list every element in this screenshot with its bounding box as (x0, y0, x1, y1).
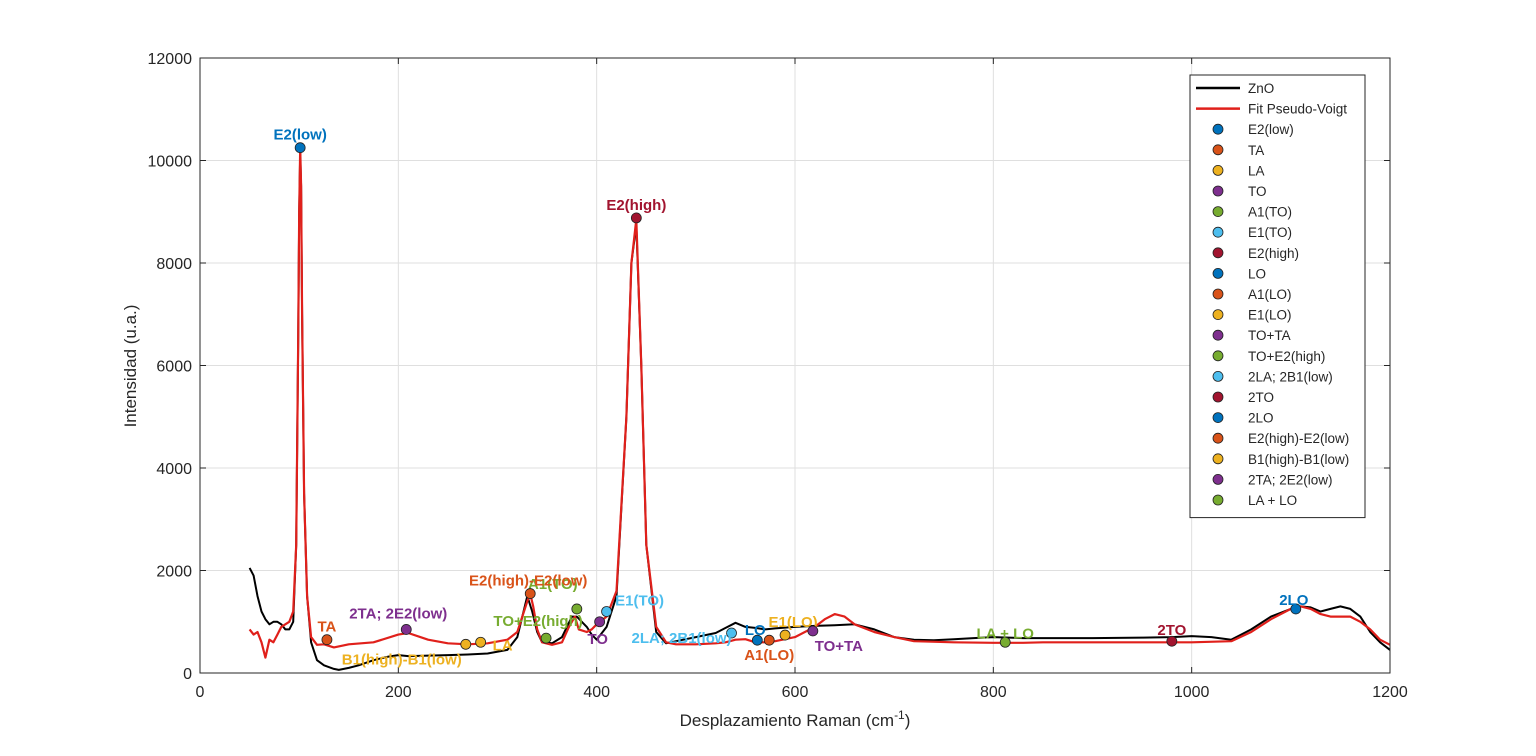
x-tick-label: 1200 (1372, 684, 1408, 701)
peak-label: TO+E2(high) (493, 613, 582, 630)
legend-entry: A1(TO) (1248, 205, 1292, 220)
x-axis-label: Desplazamiento Raman (cm-1) (680, 708, 911, 730)
peak-label: LA (493, 637, 513, 654)
y-tick-label: 12000 (148, 51, 193, 68)
y-tick-label: 6000 (156, 359, 192, 376)
peak-marker (540, 632, 552, 644)
peak-marker (999, 636, 1011, 648)
legend-entry: 2TO (1248, 390, 1274, 405)
legend-entry: E1(LO) (1248, 308, 1292, 323)
legend-entry: 2TA; 2E2(low) (1248, 472, 1333, 487)
legend-marker-swatch (1212, 144, 1224, 156)
legend-marker-swatch (1212, 164, 1224, 176)
peak-label: 2TA; 2E2(low) (349, 605, 447, 622)
peak-marker (726, 627, 737, 639)
peak-label: TO (587, 631, 608, 648)
peak-label: A1(LO) (744, 647, 794, 664)
legend-marker-swatch (1212, 329, 1224, 341)
x-tick-label: 200 (385, 684, 412, 701)
peak-label: TA (317, 619, 336, 636)
peak-marker (571, 603, 583, 615)
y-axis-label: Intensidad (u.a.) (121, 305, 140, 428)
peak-label: 2TO (1157, 622, 1186, 639)
peak-label: E2(high) (606, 197, 666, 214)
legend-entry: LO (1248, 266, 1266, 281)
x-tick-label: 1000 (1174, 684, 1210, 701)
legend-marker-swatch (1212, 453, 1224, 465)
y-tick-label: 4000 (156, 461, 192, 478)
x-tick-label: 0 (196, 684, 205, 701)
peak-label: 2LA; 2B1(low) (632, 630, 732, 647)
y-tick-label: 2000 (156, 564, 192, 581)
legend-entry: LA (1248, 163, 1265, 178)
x-tick-label: 400 (583, 684, 610, 701)
peak-marker (594, 616, 606, 628)
legend-marker-swatch (1212, 247, 1224, 259)
peak-label: LO (745, 622, 766, 639)
y-tick-label: 10000 (148, 154, 193, 171)
legend-entry: Fit Pseudo-Voigt (1248, 102, 1347, 117)
plot-frame (199, 57, 1391, 674)
legend-marker-swatch (1212, 226, 1224, 238)
peak-label: 2LO (1279, 592, 1309, 609)
legend-entry: A1(LO) (1248, 287, 1292, 302)
legend-marker-swatch (1212, 185, 1224, 197)
legend-entry: TO+TA (1248, 328, 1291, 343)
peak-label: E2(high)-E2(low) (469, 573, 587, 590)
peak-marker (630, 212, 642, 224)
legend-marker-swatch (1212, 206, 1224, 218)
legend-entry: B1(high)-B1(low) (1248, 452, 1349, 467)
legend-marker-swatch (1212, 267, 1224, 279)
legend-entry: TO+E2(high) (1248, 349, 1325, 364)
peak-markers: E2(low) TA LA TO A1(TO) E1(TO) E2(high) LO A1(LO… (273, 127, 1308, 669)
legend-marker-swatch (1212, 309, 1224, 321)
legend: ZnO Fit Pseudo-Voigt E2(low) TA LA TO A1(TO) E1… (1189, 74, 1366, 519)
legend-entry: E1(TO) (1248, 225, 1292, 240)
legend-entry: E2(low) (1248, 122, 1294, 137)
axis-ticks: 0 200 400 600 800 1000 12000200040006000800010… (148, 51, 1408, 701)
legend-entry: TO (1248, 184, 1267, 199)
peak-marker (321, 634, 333, 646)
legend-entry: 2LO (1248, 411, 1274, 426)
legend-entry: TA (1248, 143, 1264, 158)
legend-marker-swatch (1212, 123, 1224, 135)
peak-marker (751, 634, 763, 646)
peak-marker (1290, 603, 1302, 615)
legend-entry: ZnO (1248, 81, 1274, 96)
legend-marker-swatch (1212, 473, 1224, 485)
peak-marker (601, 606, 612, 617)
legend-marker-swatch (1212, 412, 1224, 424)
legend-marker-swatch (1212, 350, 1224, 362)
peak-label: E1(LO) (768, 614, 817, 631)
peak-marker (763, 634, 775, 646)
peak-label: LA + LO (977, 625, 1035, 642)
legend-entry: LA + LO (1248, 493, 1297, 508)
peak-marker (779, 629, 791, 641)
peak-marker (294, 142, 306, 154)
legend-marker-swatch (1212, 288, 1224, 300)
x-tick-label: 800 (980, 684, 1007, 701)
legend-entry: E2(high) (1248, 246, 1299, 261)
y-tick-label: 0 (183, 666, 192, 683)
legend-marker-swatch (1212, 494, 1224, 506)
peak-marker (400, 624, 412, 635)
peak-label: B1(high)-B1(low) (342, 651, 462, 668)
peak-marker (524, 588, 536, 599)
peak-marker (807, 625, 819, 637)
legend-marker-swatch (1212, 391, 1224, 403)
peak-label: E2(low) (273, 127, 326, 144)
legend-entry: 2LA; 2B1(low) (1248, 369, 1333, 384)
legend-marker-swatch (1212, 432, 1224, 444)
peak-marker (1166, 635, 1178, 647)
legend-marker-swatch (1212, 370, 1224, 382)
peak-label: TO+TA (815, 638, 863, 655)
peak-label: E1(TO) (615, 593, 664, 610)
peak-marker (475, 636, 487, 648)
peak-label: A1(TO) (528, 576, 578, 593)
x-tick-label: 600 (782, 684, 809, 701)
y-tick-label: 8000 (156, 256, 192, 273)
legend-entry: E2(high)-E2(low) (1248, 431, 1349, 446)
peak-marker (460, 638, 472, 650)
